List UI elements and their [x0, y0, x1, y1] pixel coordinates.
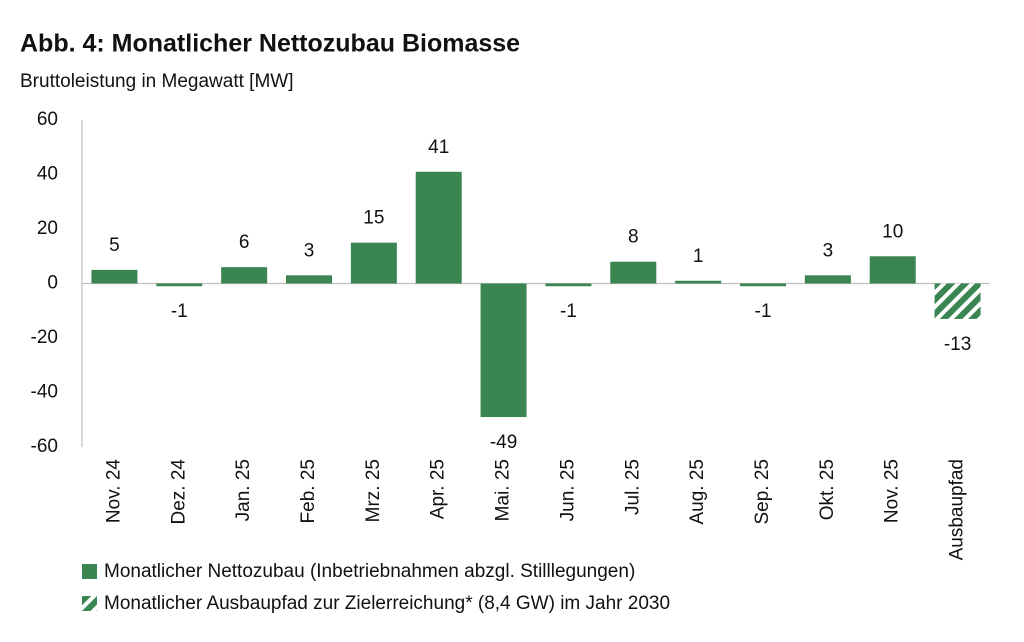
- bar: [869, 256, 916, 284]
- bar: [156, 283, 203, 287]
- bar: [804, 275, 851, 284]
- y-tick-label: 40: [37, 164, 58, 185]
- y-tick-label: -40: [31, 382, 58, 403]
- x-tick-label: Mrz. 25: [363, 459, 384, 522]
- data-label: 6: [239, 232, 250, 253]
- x-tick-label: Okt. 25: [817, 459, 838, 520]
- x-tick-label: Nov. 24: [103, 459, 124, 524]
- data-label: 1: [693, 246, 704, 267]
- y-tick-label: 60: [37, 109, 58, 130]
- x-tick-label: Jul. 25: [622, 459, 643, 515]
- legend-label: Monatlicher Ausbaupfad zur Zielerreichun…: [104, 593, 670, 614]
- chart-title: Abb. 4: Monatlicher Nettozubau Biomasse: [20, 30, 520, 58]
- bar: [221, 267, 268, 284]
- data-label: 10: [882, 221, 903, 242]
- legend-label: Monatlicher Nettozubau (Inbetriebnahmen …: [104, 561, 635, 582]
- x-tick-label: Dez. 24: [168, 459, 189, 525]
- data-label: 3: [304, 240, 315, 261]
- bar: [610, 261, 657, 284]
- data-label: 41: [428, 137, 449, 158]
- x-tick-label: Sep. 25: [752, 459, 773, 525]
- bar: [545, 283, 592, 287]
- y-tick-label: -20: [31, 327, 58, 348]
- bar: [91, 269, 138, 284]
- bar: [350, 242, 397, 284]
- x-tick-label: Aug. 25: [687, 459, 708, 525]
- data-label: -1: [171, 301, 188, 322]
- x-tick-label: Mai. 25: [493, 459, 514, 521]
- y-tick-label: -60: [31, 436, 58, 457]
- bar: [286, 275, 332, 284]
- bar: [675, 280, 722, 284]
- x-tick-label: Ausbaupfad: [947, 459, 968, 560]
- x-tick-label: Feb. 25: [298, 459, 319, 523]
- data-label: -49: [490, 432, 517, 453]
- data-label: 15: [363, 208, 384, 229]
- y-tick-label: 20: [37, 218, 58, 239]
- bar: [415, 171, 462, 284]
- x-tick-label: Jan. 25: [233, 459, 254, 521]
- x-tick-label: Nov. 25: [882, 459, 903, 523]
- data-label: 8: [628, 227, 639, 248]
- data-label: -13: [944, 334, 971, 355]
- bar: [480, 283, 527, 418]
- chart-subtitle: Bruttoleistung in Megawatt [MW]: [20, 71, 294, 92]
- legend-swatch: [82, 596, 97, 611]
- x-tick-label: Apr. 25: [428, 459, 449, 519]
- bar: [934, 283, 981, 319]
- bar: [740, 283, 786, 287]
- y-tick-label: 0: [47, 273, 58, 294]
- data-label: 5: [109, 235, 120, 256]
- x-tick-label: Jun. 25: [557, 459, 578, 521]
- legend-swatch: [82, 564, 97, 579]
- data-label: 3: [823, 240, 834, 261]
- data-label: -1: [560, 301, 577, 322]
- data-label: -1: [755, 301, 772, 322]
